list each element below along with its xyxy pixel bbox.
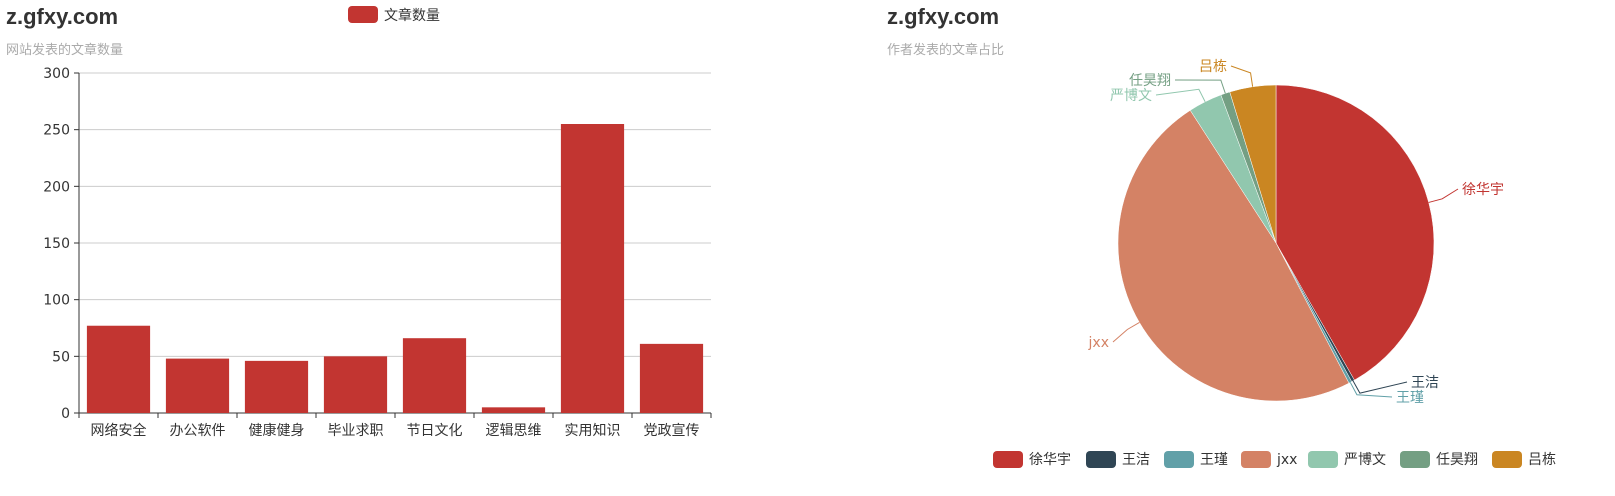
- bar-1[interactable]: [86, 325, 151, 413]
- pie-chart-title: z.gfxy.com: [887, 4, 1000, 29]
- pie-legend-swatch-1[interactable]: [993, 451, 1023, 468]
- pie-leader-line: [1174, 79, 1226, 94]
- y-tick-label: 300: [43, 66, 70, 82]
- pie-legend-label-4[interactable]: jxx: [1276, 452, 1297, 468]
- bar-8[interactable]: [639, 343, 704, 413]
- bar-2[interactable]: [165, 358, 230, 413]
- x-tick-label: 网络安全: [91, 422, 147, 439]
- bar-7[interactable]: [560, 124, 625, 413]
- pie-legend-label-2[interactable]: 王洁: [1122, 452, 1150, 468]
- pie-label-3: 王瑾: [1396, 390, 1424, 406]
- pie-legend-label-6[interactable]: 任昊翔: [1436, 452, 1478, 468]
- y-tick-label: 0: [61, 406, 70, 422]
- pie-label-5: 严博文: [1110, 87, 1152, 104]
- y-tick-label: 100: [43, 293, 70, 309]
- bar-chart: 文章数量 0 50 100 150 200 250 300 网络安全 办公软件 健康健身 毕业求职 节日…: [43, 6, 712, 439]
- pie-legend-label-3[interactable]: 王瑾: [1200, 452, 1228, 468]
- bar-6[interactable]: [481, 407, 546, 413]
- bar-4[interactable]: [323, 356, 388, 413]
- legend-swatch[interactable]: [348, 6, 378, 23]
- bar-5[interactable]: [402, 338, 467, 413]
- x-tick-label: 实用知识: [565, 422, 621, 439]
- pie-legend-swatch-3[interactable]: [1164, 451, 1194, 468]
- pie-leader-line: [1349, 382, 1393, 398]
- pie-legend-swatch-6[interactable]: [1400, 451, 1430, 468]
- pie-chart-subtitle: 作者发表的文章占比: [887, 43, 1005, 58]
- pie-legend-label-7[interactable]: 吕栋: [1528, 451, 1556, 468]
- pie-leader-line: [1112, 322, 1140, 343]
- pie-leader-line: [1352, 380, 1408, 394]
- pie-slice-7[interactable]: [1229, 84, 1277, 244]
- bar-chart-title: z.gfxy.com: [6, 4, 119, 29]
- legend-label[interactable]: 文章数量: [384, 7, 440, 24]
- pie-label-7: 吕栋: [1199, 58, 1227, 75]
- bar-chart-subtitle: 网站发表的文章数量: [6, 43, 124, 58]
- y-tick-label: 250: [43, 123, 70, 139]
- y-tick-label: 200: [43, 179, 70, 195]
- y-tick-label: 50: [52, 349, 70, 365]
- pie-legend-swatch-2[interactable]: [1086, 451, 1116, 468]
- x-tick-label: 节日文化: [407, 423, 463, 439]
- x-tick-label: 办公软件: [170, 423, 226, 439]
- pie-leader-line: [1155, 88, 1206, 103]
- pie-leader-line: [1230, 65, 1254, 87]
- pie-legend-label-1[interactable]: 徐华宇: [1029, 452, 1071, 468]
- pie-label-6: 任昊翔: [1129, 73, 1171, 89]
- pie-legend-swatch-4[interactable]: [1241, 451, 1271, 468]
- y-tick-label: 150: [43, 236, 70, 252]
- x-tick-label: 党政宣传: [644, 423, 700, 439]
- pie-label-4: jxx: [1088, 335, 1109, 351]
- pie-legend-swatch-7[interactable]: [1492, 451, 1522, 468]
- pie-legend-label-5[interactable]: 严博文: [1344, 451, 1386, 468]
- x-tick-label: 毕业求职: [328, 423, 384, 439]
- pie-leader-line: [1428, 188, 1459, 203]
- pie-legend-swatch-5[interactable]: [1308, 451, 1338, 468]
- pie-label-2: 王洁: [1411, 375, 1439, 391]
- bar-3[interactable]: [244, 360, 309, 413]
- pie-label-1: 徐华宇: [1462, 182, 1504, 198]
- x-tick-label: 健康健身: [249, 422, 305, 439]
- x-tick-label: 逻辑思维: [486, 423, 542, 439]
